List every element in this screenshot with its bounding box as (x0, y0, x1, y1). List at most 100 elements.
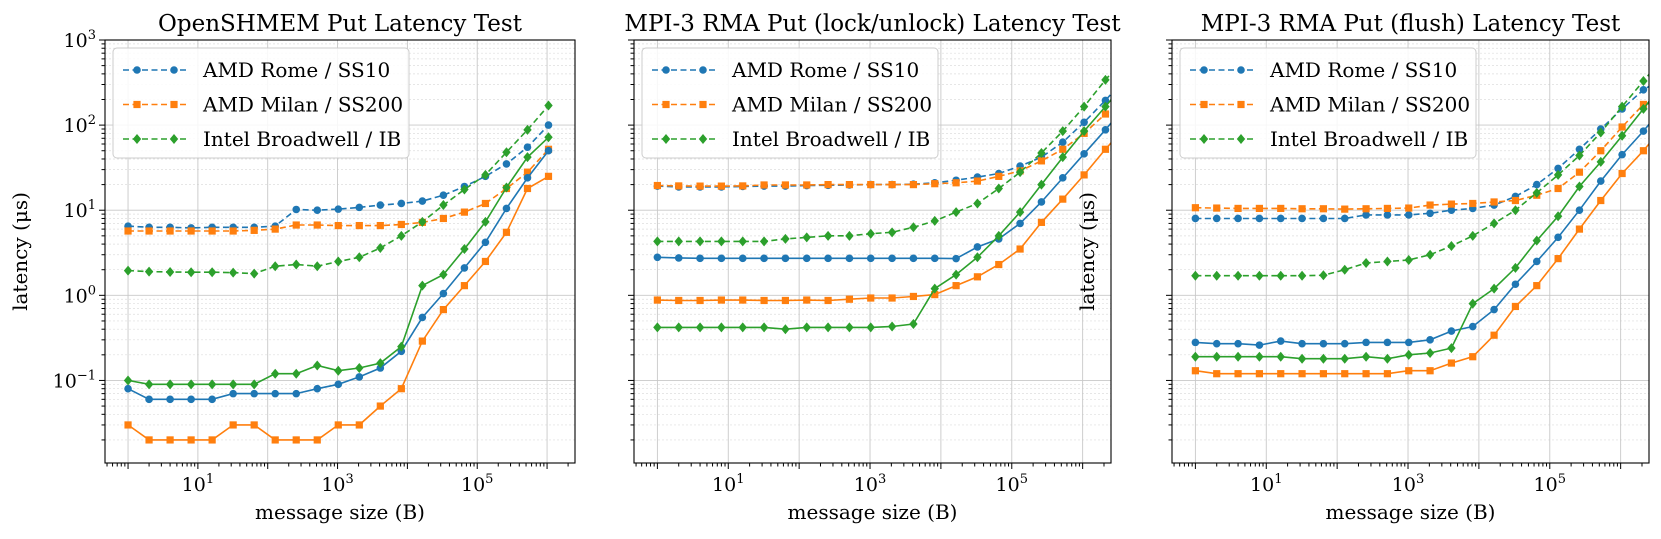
data-point (124, 421, 131, 428)
data-point (1234, 352, 1242, 362)
data-point (1533, 258, 1541, 266)
data-point (1192, 215, 1200, 223)
x-tick-label: 101 (712, 472, 744, 496)
data-point (1213, 204, 1220, 211)
data-point (717, 236, 725, 246)
data-point (334, 205, 342, 213)
data-point (867, 255, 875, 263)
data-point (995, 183, 1003, 193)
data-point (440, 215, 447, 222)
data-point (335, 222, 342, 229)
data-point (1234, 271, 1242, 281)
data-point (1448, 359, 1455, 366)
data-point (1448, 201, 1455, 208)
data-point (1255, 352, 1263, 362)
data-point (888, 255, 896, 263)
data-point (824, 181, 831, 188)
data-point (1320, 215, 1328, 223)
data-point (1213, 271, 1221, 281)
data-point (1405, 367, 1412, 374)
data-point (1555, 185, 1562, 192)
data-point (931, 216, 939, 226)
data-point (1405, 211, 1413, 219)
data-point (1256, 370, 1263, 377)
data-point (545, 173, 552, 180)
data-point (503, 160, 511, 168)
data-point (781, 324, 789, 334)
data-point (675, 297, 682, 304)
data-point (461, 282, 468, 289)
data-point (440, 191, 448, 199)
data-point (124, 227, 131, 234)
legend-label: AMD Milan / SS200 (731, 93, 932, 117)
data-point (974, 273, 981, 280)
data-point (461, 264, 469, 272)
legend-marker (1200, 66, 1208, 74)
data-point (1038, 219, 1045, 226)
data-point (1298, 215, 1306, 223)
data-point (1618, 151, 1626, 159)
data-point (1298, 354, 1306, 364)
data-point (544, 100, 552, 110)
data-point (503, 229, 510, 236)
data-point (653, 322, 661, 332)
data-point (1320, 370, 1327, 377)
data-point (355, 252, 363, 262)
data-point (145, 436, 152, 443)
data-point (910, 255, 918, 263)
data-point (1213, 370, 1220, 377)
data-point (1426, 210, 1434, 218)
data-point (760, 181, 767, 188)
data-point (781, 234, 789, 244)
data-point (355, 363, 363, 373)
data-point (1213, 340, 1221, 348)
data-point (1038, 198, 1046, 206)
data-point (1576, 206, 1584, 214)
data-point (1213, 352, 1221, 362)
legend-marker (1237, 66, 1245, 74)
data-point (376, 243, 384, 253)
chart-title: MPI-3 RMA Put (lock/unlock) Latency Test (624, 11, 1121, 37)
data-point (1277, 215, 1285, 223)
data-point (1511, 205, 1519, 215)
data-point (292, 369, 300, 379)
data-point (845, 231, 853, 241)
data-point (696, 322, 704, 332)
data-point (1192, 204, 1199, 211)
y-axis-label: latency (μs) (8, 192, 32, 311)
data-point (803, 255, 811, 263)
data-point (675, 254, 683, 262)
data-point (356, 222, 363, 229)
data-point (334, 366, 342, 376)
data-point (1298, 271, 1306, 281)
data-point (1256, 341, 1264, 349)
data-point (952, 282, 959, 289)
data-point (1102, 146, 1109, 153)
data-point (867, 294, 874, 301)
data-point (718, 255, 726, 263)
y-tick-label: 100 (64, 283, 96, 307)
data-point (1619, 123, 1626, 130)
data-point (931, 180, 938, 187)
data-point (1447, 343, 1455, 353)
data-point (1362, 339, 1370, 347)
data-point (1469, 323, 1477, 331)
data-point (974, 243, 982, 251)
data-point (718, 296, 725, 303)
data-point (1384, 370, 1391, 377)
y-axis (1166, 40, 1172, 440)
data-point (440, 290, 448, 298)
data-point (1426, 348, 1434, 358)
data-point (782, 255, 790, 263)
data-point (952, 255, 960, 263)
data-point (1234, 340, 1242, 348)
data-point (1362, 258, 1370, 268)
data-point (293, 221, 300, 228)
data-point (1469, 299, 1477, 309)
x-tick-label: 103 (1392, 472, 1424, 496)
